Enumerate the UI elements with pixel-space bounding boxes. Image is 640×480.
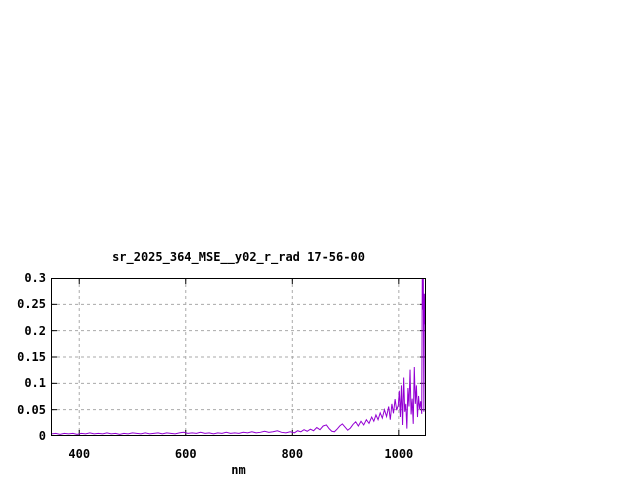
spectrum-chart-svg xyxy=(51,278,426,436)
plot-area xyxy=(51,278,426,436)
spectrum-line xyxy=(51,278,426,435)
x-tick-label: 800 xyxy=(281,447,304,461)
y-tick-label: 0.15 xyxy=(17,350,46,364)
x-tick-label: 1000 xyxy=(384,447,414,461)
x-tick-label: 600 xyxy=(174,447,197,461)
chart-title: sr_2025_364_MSE__y02_r_rad 17-56-00 xyxy=(112,250,365,264)
plot-border xyxy=(51,278,426,436)
y-tick-label: 0.1 xyxy=(24,376,46,391)
y-tick-label: 0.3 xyxy=(24,271,46,285)
y-tick-label: 0 xyxy=(38,429,46,443)
y-tick-label: 0.2 xyxy=(24,323,46,338)
x-tick-label: 400 xyxy=(68,447,91,461)
y-tick-label: 0.05 xyxy=(17,402,46,417)
x-axis-label: nm xyxy=(231,463,246,477)
y-tick-label: 0.25 xyxy=(17,297,46,312)
